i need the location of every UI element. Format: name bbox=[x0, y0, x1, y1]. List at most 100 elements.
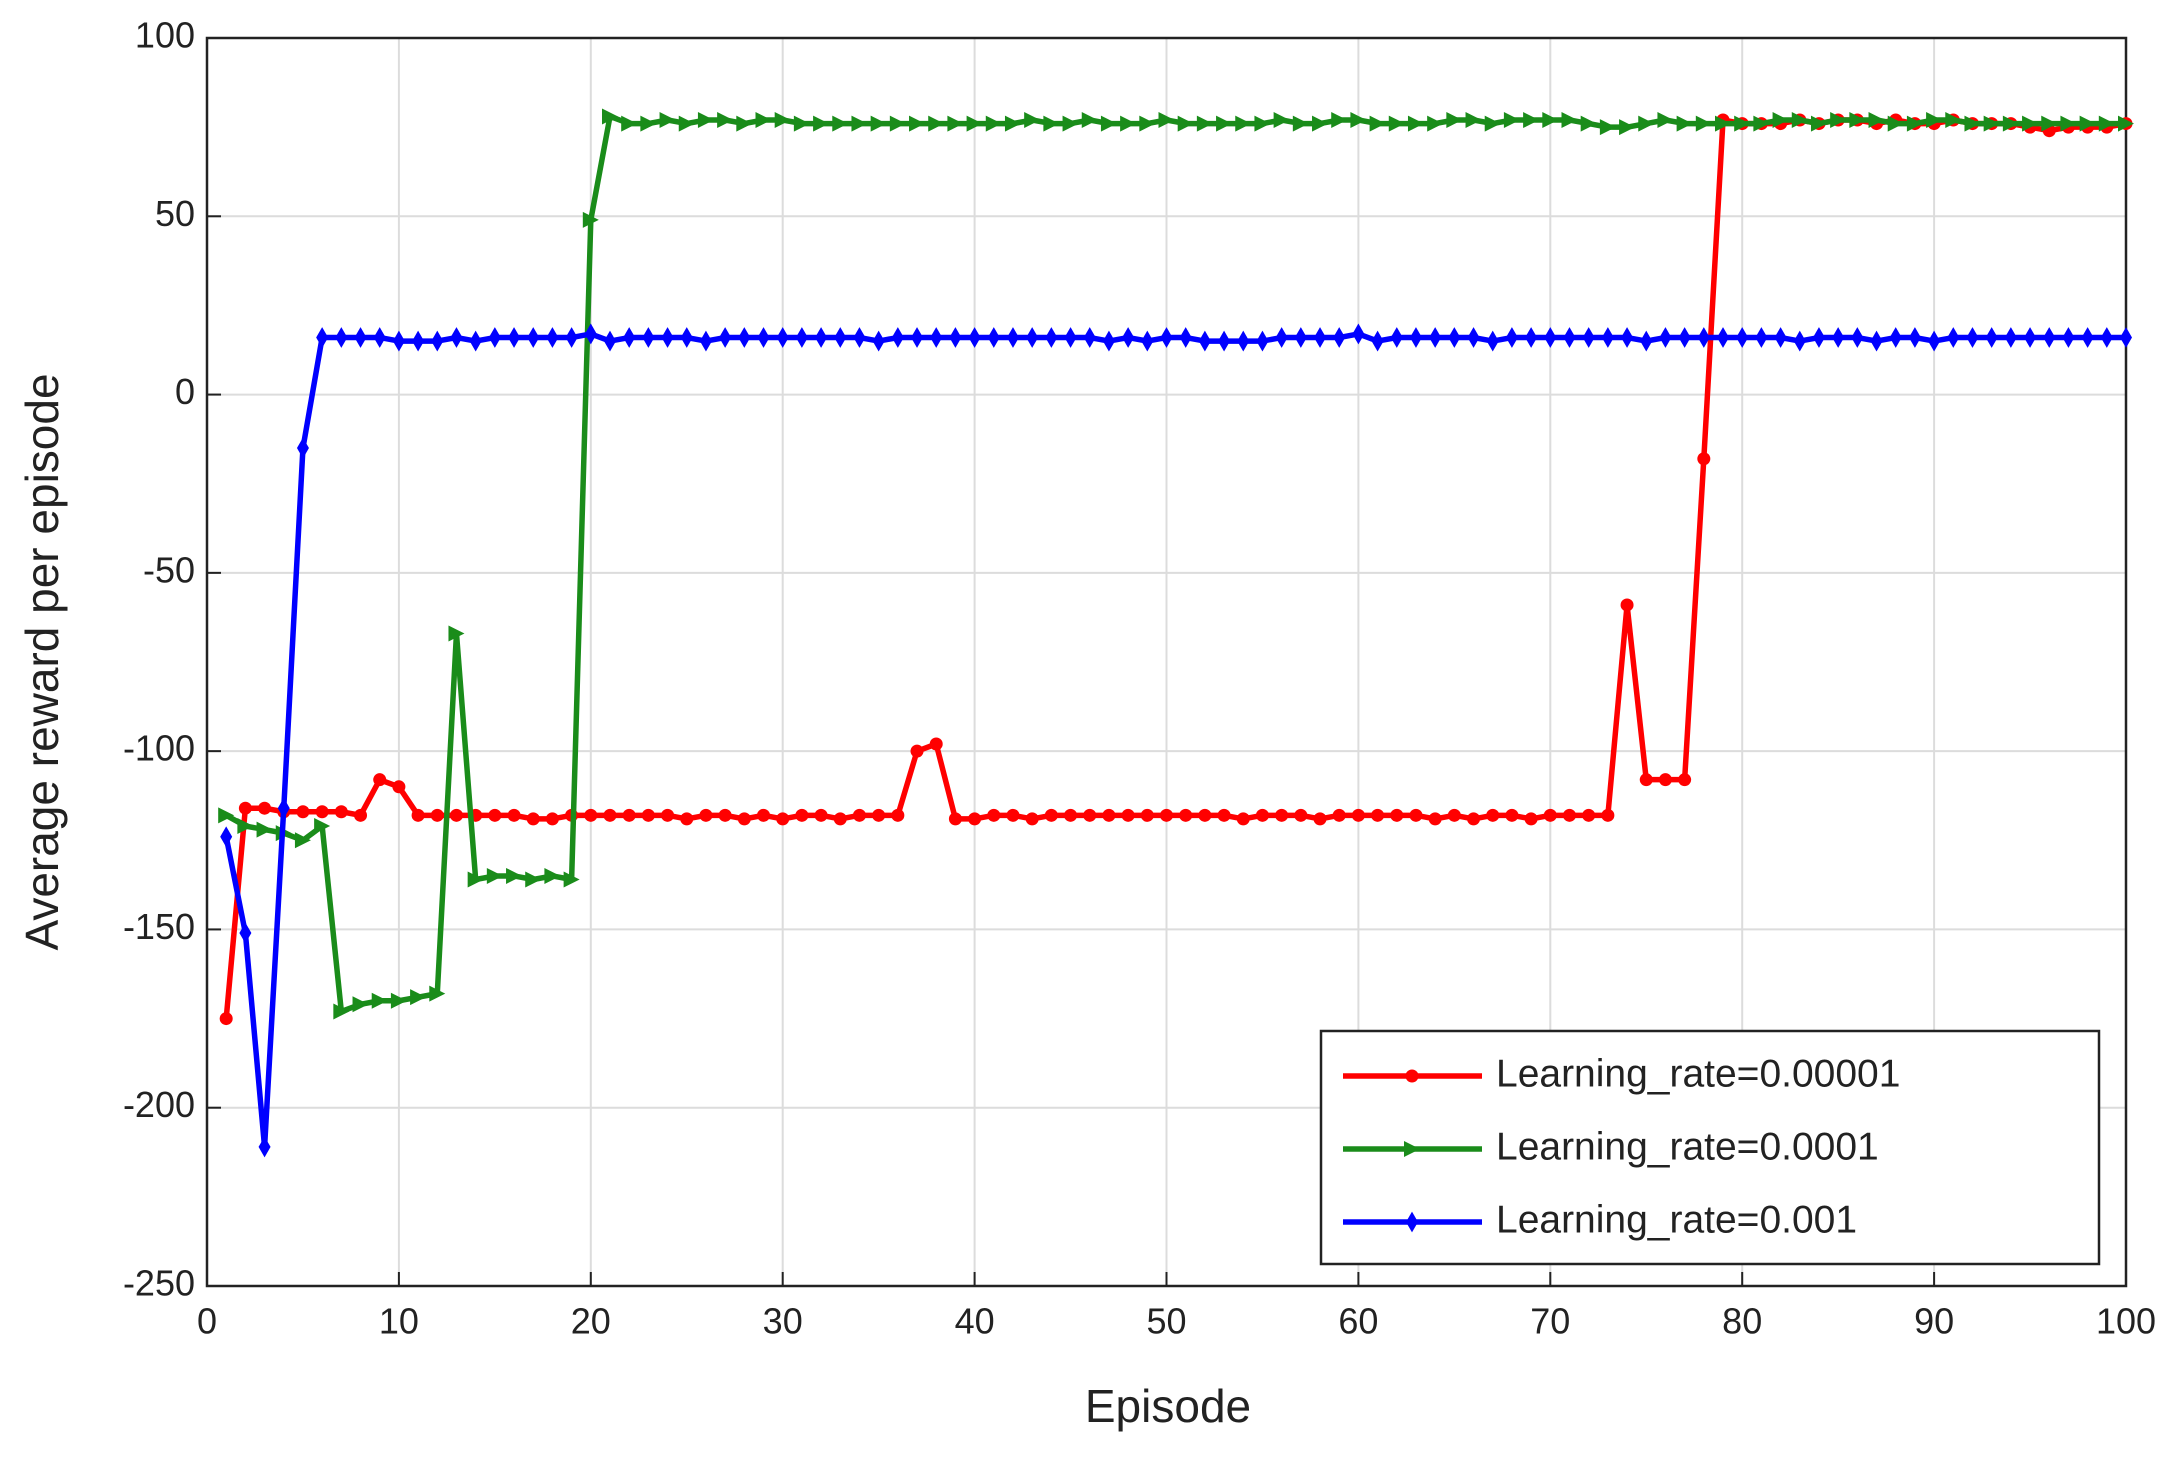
marker bbox=[1755, 327, 1768, 348]
marker bbox=[546, 327, 559, 348]
marker bbox=[1563, 327, 1576, 348]
marker bbox=[1120, 115, 1137, 132]
marker bbox=[1697, 452, 1711, 466]
marker bbox=[373, 773, 387, 787]
marker bbox=[1887, 115, 1904, 132]
marker bbox=[738, 327, 751, 348]
legend-marker bbox=[1405, 1069, 1419, 1083]
marker bbox=[1237, 330, 1250, 352]
marker bbox=[448, 625, 465, 642]
x-tick-label: 60 bbox=[1338, 1301, 1378, 1342]
marker bbox=[1447, 808, 1461, 822]
marker bbox=[872, 808, 886, 822]
marker bbox=[1676, 115, 1693, 132]
marker bbox=[1599, 119, 1616, 136]
x-axis-label: Episode bbox=[1085, 1380, 1251, 1432]
marker bbox=[1640, 330, 1653, 352]
marker bbox=[1734, 115, 1751, 132]
marker bbox=[697, 112, 714, 129]
marker bbox=[1561, 112, 1578, 129]
marker bbox=[680, 812, 694, 826]
marker bbox=[1870, 330, 1883, 352]
marker bbox=[1083, 808, 1097, 822]
marker bbox=[1427, 115, 1444, 132]
legend-marker bbox=[1406, 1211, 1418, 1233]
marker bbox=[1639, 773, 1653, 787]
marker bbox=[1273, 112, 1290, 129]
marker bbox=[354, 808, 368, 822]
marker bbox=[2041, 115, 2058, 132]
marker bbox=[352, 996, 369, 1013]
marker bbox=[1695, 115, 1712, 132]
marker bbox=[1736, 327, 1749, 348]
marker bbox=[582, 211, 599, 228]
marker bbox=[1198, 808, 1212, 822]
marker bbox=[680, 327, 693, 348]
marker bbox=[870, 115, 887, 132]
marker bbox=[1697, 327, 1710, 348]
marker bbox=[1255, 808, 1269, 822]
marker bbox=[774, 112, 791, 129]
marker bbox=[1140, 808, 1154, 822]
y-tick-label: -200 bbox=[123, 1084, 195, 1125]
marker bbox=[431, 330, 444, 352]
marker bbox=[833, 812, 847, 826]
marker bbox=[2098, 115, 2115, 132]
marker bbox=[1351, 808, 1365, 822]
marker bbox=[717, 112, 734, 129]
marker bbox=[316, 327, 329, 348]
marker bbox=[985, 115, 1002, 132]
series bbox=[218, 108, 2134, 1020]
marker bbox=[1407, 115, 1424, 132]
x-tick-label: 0 bbox=[197, 1301, 217, 1342]
marker bbox=[1774, 327, 1787, 348]
marker bbox=[699, 808, 713, 822]
marker bbox=[1467, 327, 1480, 348]
marker bbox=[507, 808, 521, 822]
marker bbox=[661, 327, 674, 348]
marker bbox=[641, 808, 655, 822]
marker bbox=[1429, 327, 1442, 348]
marker bbox=[737, 812, 751, 826]
marker bbox=[852, 808, 866, 822]
marker bbox=[1333, 327, 1346, 348]
marker bbox=[1254, 115, 1271, 132]
marker bbox=[239, 922, 252, 944]
marker bbox=[1409, 808, 1423, 822]
marker bbox=[334, 805, 348, 819]
marker bbox=[1139, 115, 1156, 132]
marker bbox=[736, 115, 753, 132]
marker bbox=[1102, 808, 1116, 822]
marker bbox=[776, 327, 789, 348]
marker bbox=[1467, 812, 1481, 826]
marker bbox=[486, 867, 503, 884]
marker bbox=[219, 1012, 233, 1026]
marker bbox=[851, 115, 868, 132]
marker bbox=[506, 867, 523, 884]
marker bbox=[1678, 327, 1691, 348]
marker bbox=[1314, 327, 1327, 348]
marker bbox=[930, 327, 943, 348]
marker bbox=[1505, 808, 1519, 822]
marker bbox=[1945, 112, 1962, 129]
marker bbox=[1141, 330, 1154, 352]
marker bbox=[1218, 330, 1231, 352]
marker bbox=[584, 323, 597, 345]
marker bbox=[1717, 327, 1730, 348]
marker bbox=[220, 826, 233, 848]
marker bbox=[314, 818, 331, 835]
marker bbox=[488, 327, 501, 348]
marker bbox=[1217, 808, 1231, 822]
marker bbox=[1256, 330, 1269, 352]
series bbox=[220, 323, 2132, 1158]
marker bbox=[2060, 115, 2077, 132]
marker bbox=[1810, 115, 1827, 132]
marker bbox=[661, 808, 675, 822]
marker bbox=[622, 808, 636, 822]
marker bbox=[1294, 327, 1307, 348]
marker bbox=[1313, 812, 1327, 826]
marker bbox=[508, 327, 521, 348]
marker bbox=[623, 327, 636, 348]
marker bbox=[1830, 112, 1847, 129]
